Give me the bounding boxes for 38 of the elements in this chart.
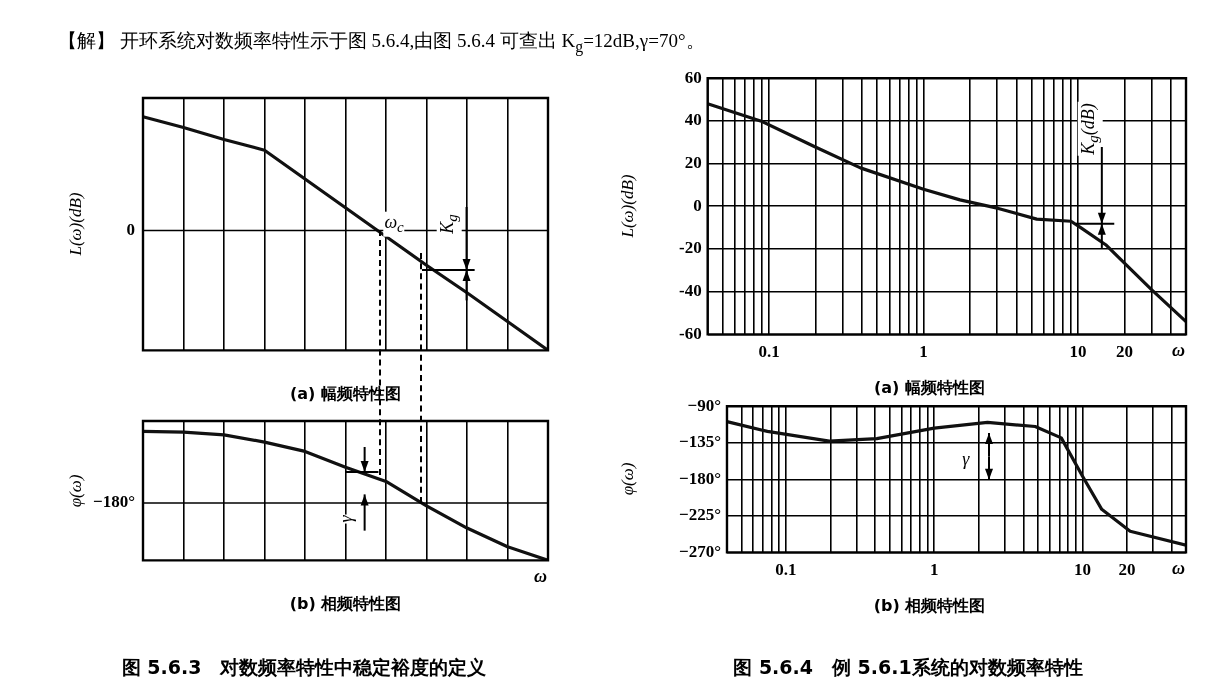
y-tick-label: 40: [684, 110, 702, 130]
y-tick-label: -40: [678, 281, 702, 301]
y-tick-label: -20: [678, 238, 702, 258]
annotation: ω$_{c}$: [383, 211, 405, 237]
y-tick-label: 60: [684, 67, 702, 87]
x-axis-title: ω: [1172, 340, 1186, 362]
y-axis-title: L(ω)(dB): [66, 192, 86, 256]
x-tick-label: 0.1: [775, 559, 797, 579]
x-tick-label: 1: [929, 559, 939, 579]
text: (b) 相频特性图: [873, 595, 986, 615]
caption: 图 5.6.3 对数频率特性中稳定裕度的定义: [121, 655, 487, 680]
text: (b) 相频特性图: [289, 593, 402, 613]
ref-line-label: −180°: [93, 492, 135, 512]
y-tick-label: 0: [693, 195, 702, 215]
x-tick-label: 20: [1116, 341, 1134, 361]
x-tick-label: 10: [1069, 341, 1087, 361]
x-tick-label: 10: [1073, 559, 1091, 579]
y-axis-title: φ(ω): [618, 462, 638, 496]
x-tick-label: 1: [919, 341, 928, 361]
y-tick-label: −270°: [678, 541, 721, 561]
text: (a) 幅频特性图: [874, 377, 985, 397]
y-tick-label: −90°: [687, 395, 721, 415]
annotation: γ: [335, 514, 356, 524]
y-tick-label: -60: [678, 323, 702, 343]
ref-line-label: 0: [126, 219, 135, 239]
y-axis-title: φ(ω): [66, 474, 86, 508]
y-tick-label: −225°: [678, 505, 721, 525]
x-tick-label: 0.1: [758, 341, 780, 361]
x-axis-title: ω: [534, 566, 548, 588]
y-axis-title: L(ω)(dB): [618, 174, 638, 238]
annotation: γ: [961, 448, 971, 470]
x-axis-title: ω: [1172, 558, 1186, 580]
y-tick-label: −135°: [678, 432, 721, 452]
caption: 图 5.6.4 例 5.6.1系统的对数频率特性: [733, 655, 1083, 680]
text: 【解】 开环系统对数频率特性示于图 5.6.4,由图 5.6.4 可查出 K$_{g}$=12dB,γ=70°。: [58, 29, 706, 56]
y-tick-label: −180°: [678, 468, 721, 488]
y-tick-label: 20: [684, 152, 702, 172]
x-tick-label: 20: [1118, 559, 1136, 579]
